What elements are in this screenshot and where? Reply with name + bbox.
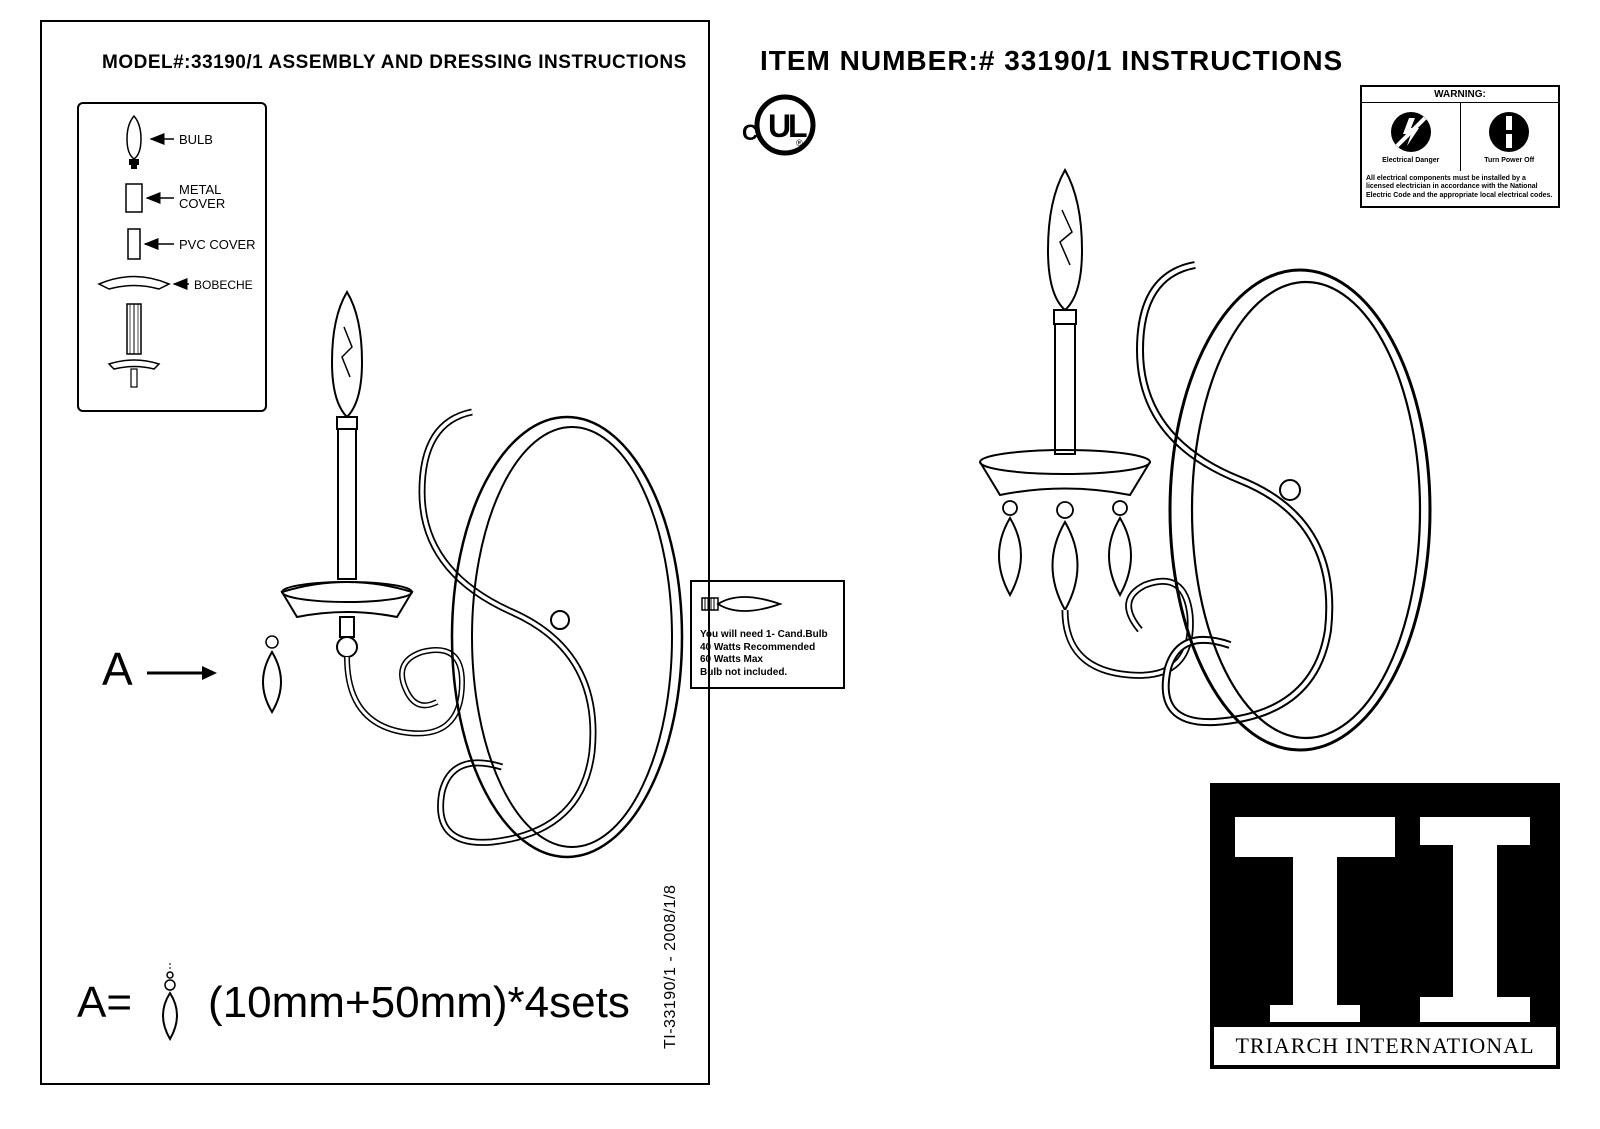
teardrop-crystal-icon [150, 963, 190, 1043]
bobeche-shape [99, 277, 169, 290]
right-instructions-panel: ITEM NUMBER:# 33190/1 INSTRUCTIONS C U L… [740, 20, 1600, 1129]
svg-text:®: ® [796, 138, 803, 148]
warning-turn-power-off: Turn Power Off [1461, 103, 1559, 171]
warning-header: WARNING: [1362, 87, 1558, 103]
triarch-logo: TRIARCH INTERNATIONAL [1210, 783, 1560, 1069]
metal-cover-shape [126, 184, 142, 212]
pvc-cover-shape [128, 229, 140, 259]
crystal-spec-equation: A= (10mm+50mm)*4sets [77, 963, 630, 1043]
bulb-info-text: You will need 1- Cand.Bulb 40 Watts Reco… [700, 629, 835, 679]
sconce-assembly-diagram [172, 222, 692, 907]
power-off-icon [1487, 110, 1531, 154]
crystal-drop [1109, 501, 1131, 595]
ti-letters-icon [1215, 787, 1555, 1027]
cul-badge: C U L ® [740, 90, 820, 165]
svg-text:COVER: COVER [179, 196, 225, 211]
metal-cover-label: METAL [179, 182, 221, 197]
bulb-requirement-box: You will need 1- Cand.Bulb 40 Watts Reco… [690, 580, 845, 689]
company-name: TRIARCH INTERNATIONAL [1214, 1027, 1556, 1065]
bulb-label: BULB [179, 132, 213, 147]
left-title: MODEL#:33190/1 ASSEMBLY AND DRESSING INS… [102, 52, 687, 74]
socket-base [109, 304, 159, 387]
sconce-product-diagram [860, 110, 1460, 775]
document-code: TI-33190/1 - 2008/1/8 [662, 885, 680, 1049]
right-title: ITEM NUMBER:# 33190/1 INSTRUCTIONS [760, 45, 1343, 77]
bulb-icon [127, 116, 141, 169]
left-assembly-panel: MODEL#:33190/1 ASSEMBLY AND DRESSING INS… [40, 20, 710, 1085]
crystal-drop [1053, 502, 1078, 610]
candelabra-bulb-icon [700, 588, 800, 620]
crystal-drop [999, 501, 1021, 595]
